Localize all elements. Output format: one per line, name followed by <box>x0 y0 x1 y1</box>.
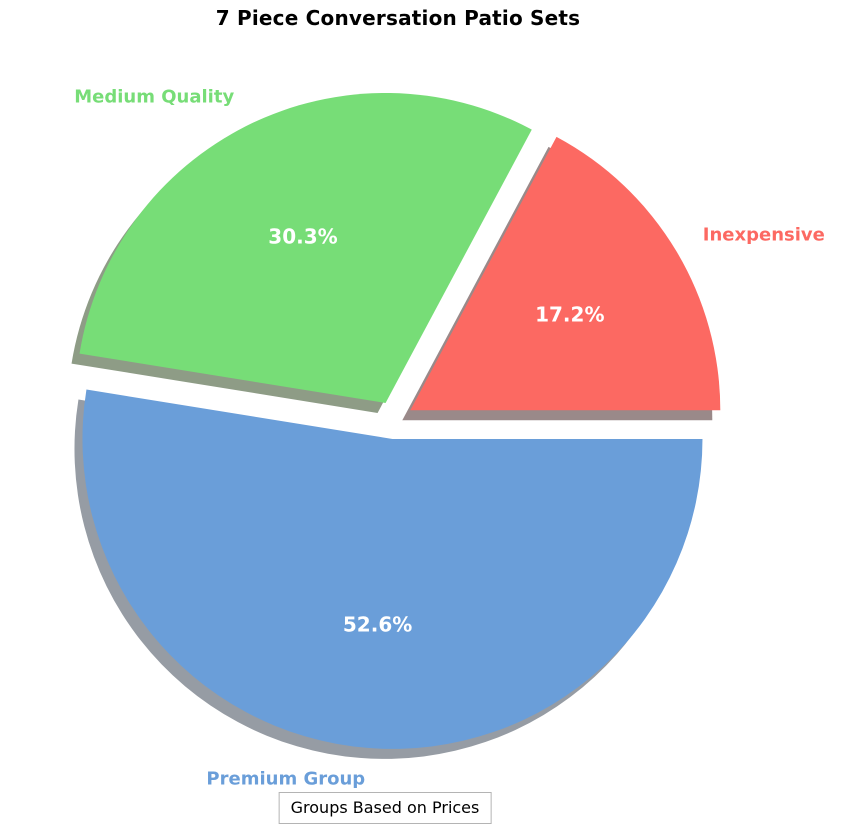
slice-pct-label: 30.3% <box>268 224 337 248</box>
pie-slice-medium-quality <box>79 92 532 403</box>
slice-label-medium-quality: Medium Quality <box>74 86 235 108</box>
chart-caption: Groups Based on Prices <box>278 792 492 824</box>
slice-label-inexpensive: Inexpensive <box>702 224 825 246</box>
slice-label-premium-group: Premium Group <box>206 768 366 790</box>
slice-pct-label: 17.2% <box>535 303 604 327</box>
chart-title: 7 Piece Conversation Patio Sets <box>215 6 581 30</box>
pie-slice-inexpensive <box>410 136 721 411</box>
pie-slice-premium-group <box>82 389 703 749</box>
slice-pct-label: 52.6% <box>343 612 412 636</box>
